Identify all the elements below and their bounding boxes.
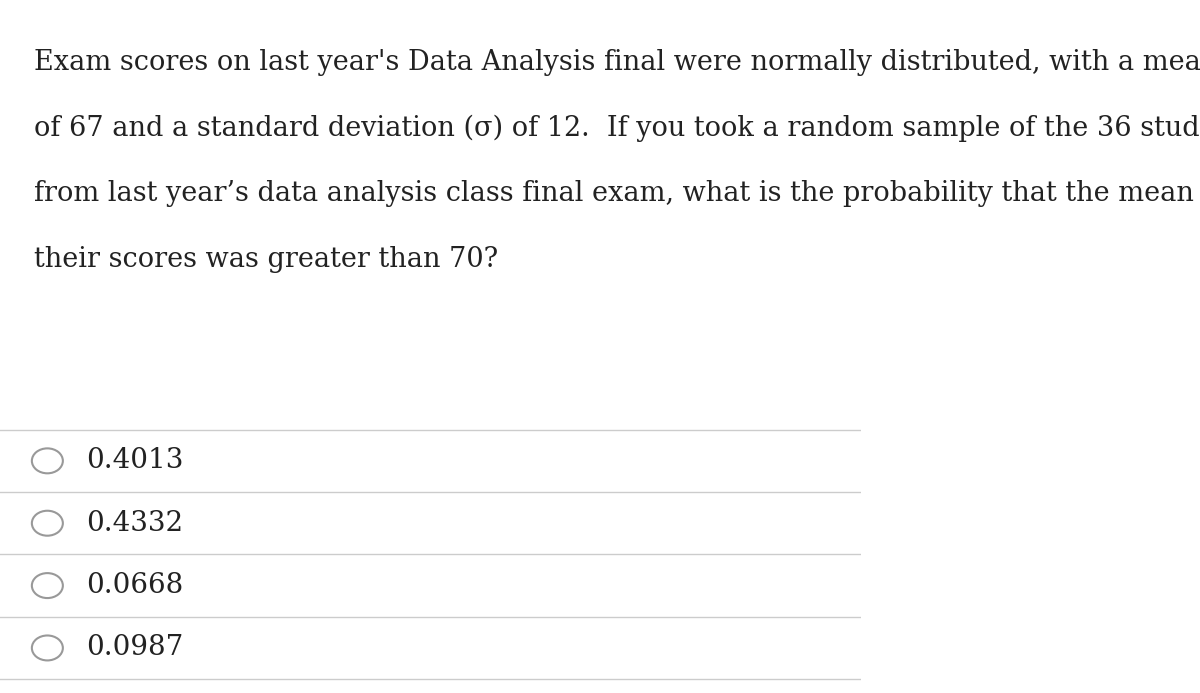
Text: 0.0987: 0.0987 — [86, 635, 184, 661]
Text: of 67 and a standard deviation (σ) of 12.  If you took a random sample of the 36: of 67 and a standard deviation (σ) of 12… — [35, 114, 1200, 142]
Text: from last year’s data analysis class final exam, what is the probability that th: from last year’s data analysis class fin… — [35, 180, 1200, 207]
Text: 0.4013: 0.4013 — [86, 448, 184, 474]
Text: their scores was greater than 70?: their scores was greater than 70? — [35, 246, 499, 273]
Text: Exam scores on last year's Data Analysis final were normally distributed, with a: Exam scores on last year's Data Analysis… — [35, 49, 1200, 76]
Text: 0.0668: 0.0668 — [86, 572, 184, 599]
Text: 0.4332: 0.4332 — [86, 510, 184, 536]
